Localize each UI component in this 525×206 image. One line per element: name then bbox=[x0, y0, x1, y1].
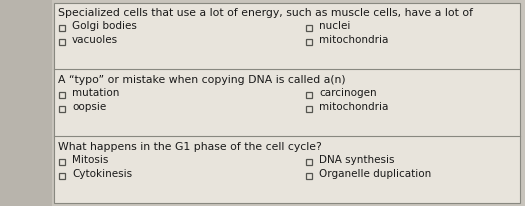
Text: What happens in the G1 phase of the cell cycle?: What happens in the G1 phase of the cell… bbox=[58, 142, 322, 152]
Text: A “typo” or mistake when copying DNA is called a(n): A “typo” or mistake when copying DNA is … bbox=[58, 75, 345, 85]
Text: vacuoles: vacuoles bbox=[72, 35, 118, 45]
Bar bbox=[0, 0, 52, 206]
Text: Cytokinesis: Cytokinesis bbox=[72, 169, 132, 179]
Text: oopsie: oopsie bbox=[72, 102, 106, 112]
Text: Golgi bodies: Golgi bodies bbox=[72, 21, 137, 31]
Text: nuclei: nuclei bbox=[319, 21, 350, 31]
Text: mitochondria: mitochondria bbox=[319, 35, 388, 45]
Text: Mitosis: Mitosis bbox=[72, 155, 108, 165]
Text: Organelle duplication: Organelle duplication bbox=[319, 169, 431, 179]
Text: DNA synthesis: DNA synthesis bbox=[319, 155, 394, 165]
Text: Specialized cells that use a lot of energy, such as muscle cells, have a lot of: Specialized cells that use a lot of ener… bbox=[58, 8, 473, 18]
Text: mitochondria: mitochondria bbox=[319, 102, 388, 112]
Bar bbox=[54, 3, 520, 203]
Text: carcinogen: carcinogen bbox=[319, 88, 376, 98]
Text: mutation: mutation bbox=[72, 88, 119, 98]
